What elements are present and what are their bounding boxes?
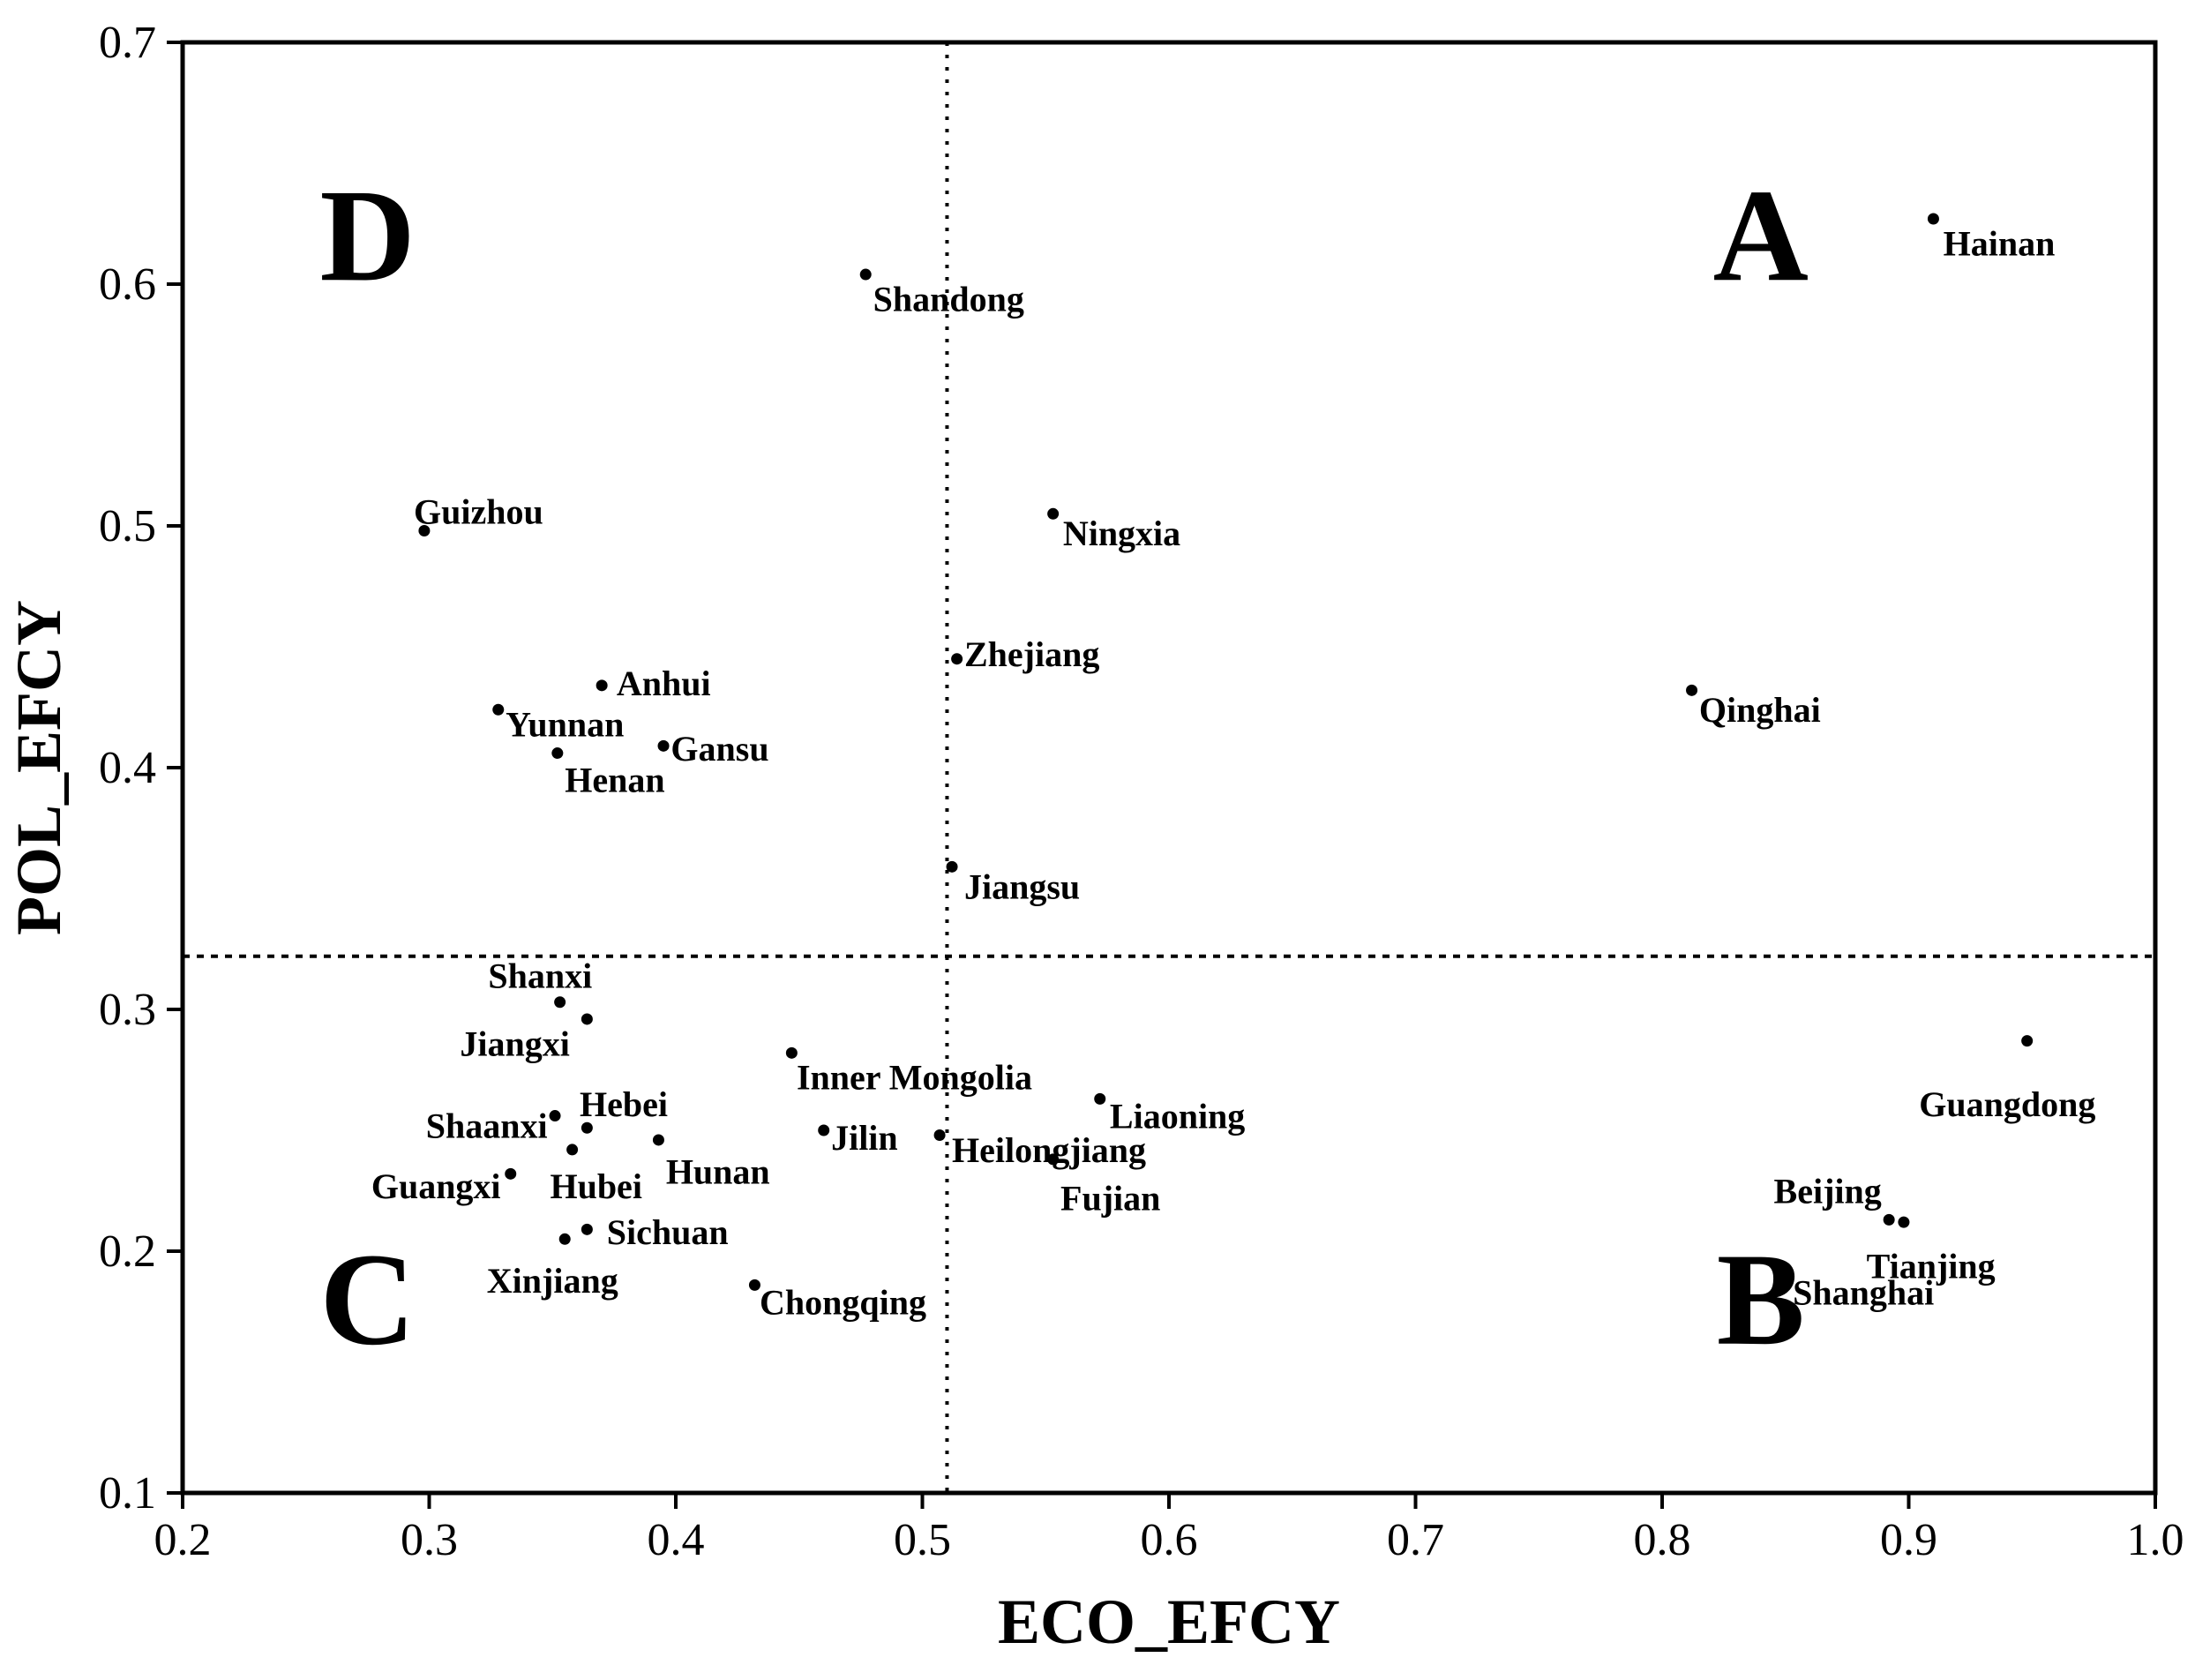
point-fujian: [1047, 1153, 1060, 1166]
y-tick-label: 0.3: [99, 985, 156, 1035]
point-label-inner-mongolia: Inner Mongolia: [797, 1058, 1032, 1098]
point-label-beijing: Beijing: [1774, 1172, 1882, 1211]
x-tick-label: 0.9: [1880, 1515, 1937, 1565]
x-tick-label: 1.0: [2127, 1515, 2184, 1565]
point-label-liaoning: Liaoning: [1110, 1097, 1245, 1136]
point-label-guizhou: Guizhou: [414, 492, 543, 532]
y-tick-label: 0.5: [99, 501, 156, 551]
x-tick-label: 0.4: [648, 1515, 705, 1565]
point-label-gansu: Gansu: [670, 729, 768, 769]
x-tick-label: 0.8: [1634, 1515, 1691, 1565]
quadrant-labels: A B C D: [319, 162, 1809, 1373]
point-anhui: [596, 679, 608, 692]
point-jiangsu: [946, 860, 958, 873]
axes: 0.2 0.3 0.4 0.5 0.6 0.7 0.8 0.9 1.00.10.20.30.40…: [99, 18, 2184, 1565]
quadrant-label-b: B: [1717, 1226, 1805, 1373]
point-gansu: [657, 739, 670, 752]
point-label-yunnan: Yunnan: [506, 705, 624, 745]
x-tick-label: 0.7: [1387, 1515, 1444, 1565]
point-label-shaanxi: Shaanxi: [426, 1106, 548, 1146]
point-label-shandong: Shandong: [873, 279, 1024, 319]
y-tick-label: 0.7: [99, 18, 156, 68]
point-guangdong: [2021, 1035, 2034, 1047]
point-liaoning: [1094, 1092, 1106, 1105]
point-tianjing: [1898, 1216, 1910, 1228]
point-jiangxi: [581, 1013, 593, 1025]
point-hunan: [652, 1134, 664, 1146]
point-label-hainan: Hainan: [1944, 223, 2056, 263]
point-sichuan: [581, 1223, 593, 1235]
point-shaanxi: [549, 1110, 561, 1122]
point-label-xinjiang: Xinjiang: [487, 1261, 618, 1301]
point-zhejiang: [951, 653, 963, 665]
point-label-jiangsu: Jiangsu: [964, 866, 1080, 906]
y-tick-label: 0.1: [99, 1468, 156, 1519]
point-label-henan: Henan: [565, 761, 664, 800]
point-label-shanghai: Shanghai: [1793, 1273, 1934, 1313]
point-label-sichuan: Sichuan: [607, 1212, 729, 1252]
point-heilongjiang: [933, 1129, 946, 1141]
point-label-heilongjiang: Heilongjiang: [952, 1130, 1146, 1170]
point-shanxi: [554, 996, 566, 1009]
data-points: Hainan Shandong Guizhou Ningxia Zhejiang Qing…: [371, 213, 2095, 1323]
point-label-tianjing: Tianjing: [1867, 1246, 1996, 1286]
point-guangxi: [505, 1167, 517, 1180]
point-label-fujian: Fujian: [1060, 1179, 1160, 1219]
quadrant-label-d: D: [319, 162, 415, 309]
x-axis-title: ECO_EFCY: [998, 1586, 1340, 1657]
point-chongqing: [748, 1279, 760, 1291]
point-jilin: [818, 1124, 830, 1136]
y-tick-label: 0.6: [99, 259, 156, 310]
quadrant-label-a: A: [1713, 162, 1809, 309]
y-axis-title: POL_EFCY: [4, 600, 74, 935]
x-tick-label: 0.5: [894, 1515, 951, 1565]
y-tick-label: 0.4: [99, 743, 156, 793]
x-tick-label: 0.6: [1141, 1515, 1198, 1565]
point-qinghai: [1686, 684, 1698, 696]
point-ningxia: [1047, 507, 1060, 520]
point-label-guangxi: Guangxi: [371, 1166, 501, 1206]
point-inner-mongolia: [785, 1046, 798, 1059]
point-label-zhejiang: Zhejiang: [964, 634, 1099, 674]
point-shanghai: [1779, 1262, 1792, 1274]
plot-frame: [180, 40, 2158, 1496]
reference-lines: [183, 42, 2155, 1493]
point-yunnan: [492, 703, 505, 716]
point-label-guangdong: Guangdong: [1919, 1084, 2095, 1124]
x-tick-label: 0.2: [154, 1515, 212, 1565]
point-hebei: [581, 1121, 593, 1134]
point-label-hunan: Hunan: [666, 1152, 770, 1192]
y-tick-label: 0.2: [99, 1226, 156, 1277]
quadrant-label-c: C: [319, 1226, 415, 1373]
point-label-jilin: Jilin: [831, 1118, 898, 1158]
point-label-hebei: Hebei: [580, 1084, 668, 1124]
point-shandong: [859, 268, 872, 281]
point-label-jiangxi: Jiangxi: [460, 1024, 569, 1063]
x-tick-label: 0.3: [401, 1515, 458, 1565]
point-label-shanxi: Shanxi: [488, 956, 592, 996]
point-henan: [551, 747, 564, 760]
point-hainan: [1927, 213, 1939, 225]
point-hubei: [566, 1144, 579, 1156]
point-xinjiang: [558, 1233, 571, 1245]
point-label-qinghai: Qinghai: [1699, 690, 1821, 730]
point-label-hubei: Hubei: [550, 1166, 641, 1206]
point-label-ningxia: Ningxia: [1063, 514, 1180, 553]
point-label-anhui: Anhui: [617, 664, 711, 703]
point-beijing: [1883, 1213, 1895, 1226]
point-label-chongqing: Chongqing: [760, 1283, 926, 1323]
point-guizhou: [418, 524, 431, 536]
